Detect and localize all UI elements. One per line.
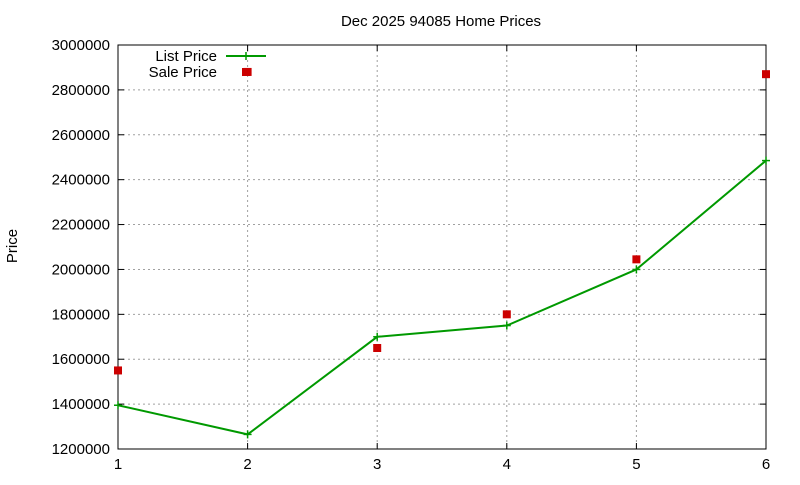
x-tick-label: 1 bbox=[114, 456, 122, 473]
list-price-point bbox=[243, 430, 252, 439]
plot-area-frame bbox=[117, 44, 767, 450]
legend-square-marker bbox=[242, 68, 250, 76]
series-1 bbox=[114, 156, 770, 439]
legend-label: List Price bbox=[155, 48, 217, 65]
y-tick-label: 1800000 bbox=[52, 306, 110, 323]
sale-price-point bbox=[114, 366, 122, 375]
x-tick-label: 6 bbox=[762, 456, 770, 473]
sale-price-point bbox=[373, 344, 382, 352]
series-2 bbox=[114, 67, 770, 375]
y-axis-label: Price bbox=[4, 229, 21, 263]
x-tick-label: 5 bbox=[632, 456, 640, 473]
y-tick-label: 1200000 bbox=[52, 441, 110, 458]
list-price-point bbox=[114, 401, 122, 410]
list-price-point bbox=[373, 332, 382, 341]
y-tick-label: 2000000 bbox=[52, 261, 110, 278]
y-tick-label: 1600000 bbox=[52, 351, 110, 368]
sale-price-point bbox=[502, 310, 511, 319]
tick-layer: 1200000 1400000 1600000 1800000 2000000 22000… bbox=[52, 37, 771, 473]
list-price-line bbox=[117, 159, 767, 436]
legend-plus-marker bbox=[242, 52, 250, 60]
x-tick-label: 3 bbox=[373, 456, 381, 473]
x-tick-label: 2 bbox=[243, 456, 251, 473]
y-tick-label: 1400000 bbox=[52, 396, 110, 413]
y-tick-label: 2600000 bbox=[52, 127, 110, 144]
list-price-point bbox=[762, 156, 770, 165]
x-tick-label: 4 bbox=[503, 456, 511, 473]
y-tick-label: 3000000 bbox=[52, 37, 110, 54]
series-layer bbox=[114, 67, 770, 439]
legend-label: Sale Price bbox=[149, 64, 217, 81]
sale-price-point bbox=[632, 255, 641, 264]
sale-price-point bbox=[762, 70, 770, 79]
y-tick-label: 2200000 bbox=[52, 217, 110, 234]
list-price-point bbox=[632, 265, 641, 274]
y-tick-label: 2400000 bbox=[52, 172, 110, 189]
grid-layer bbox=[118, 45, 766, 449]
chart-title: Dec 2025 94085 Home Prices bbox=[341, 13, 541, 30]
list-price-point bbox=[502, 321, 511, 330]
y-tick-label: 2800000 bbox=[52, 82, 110, 99]
